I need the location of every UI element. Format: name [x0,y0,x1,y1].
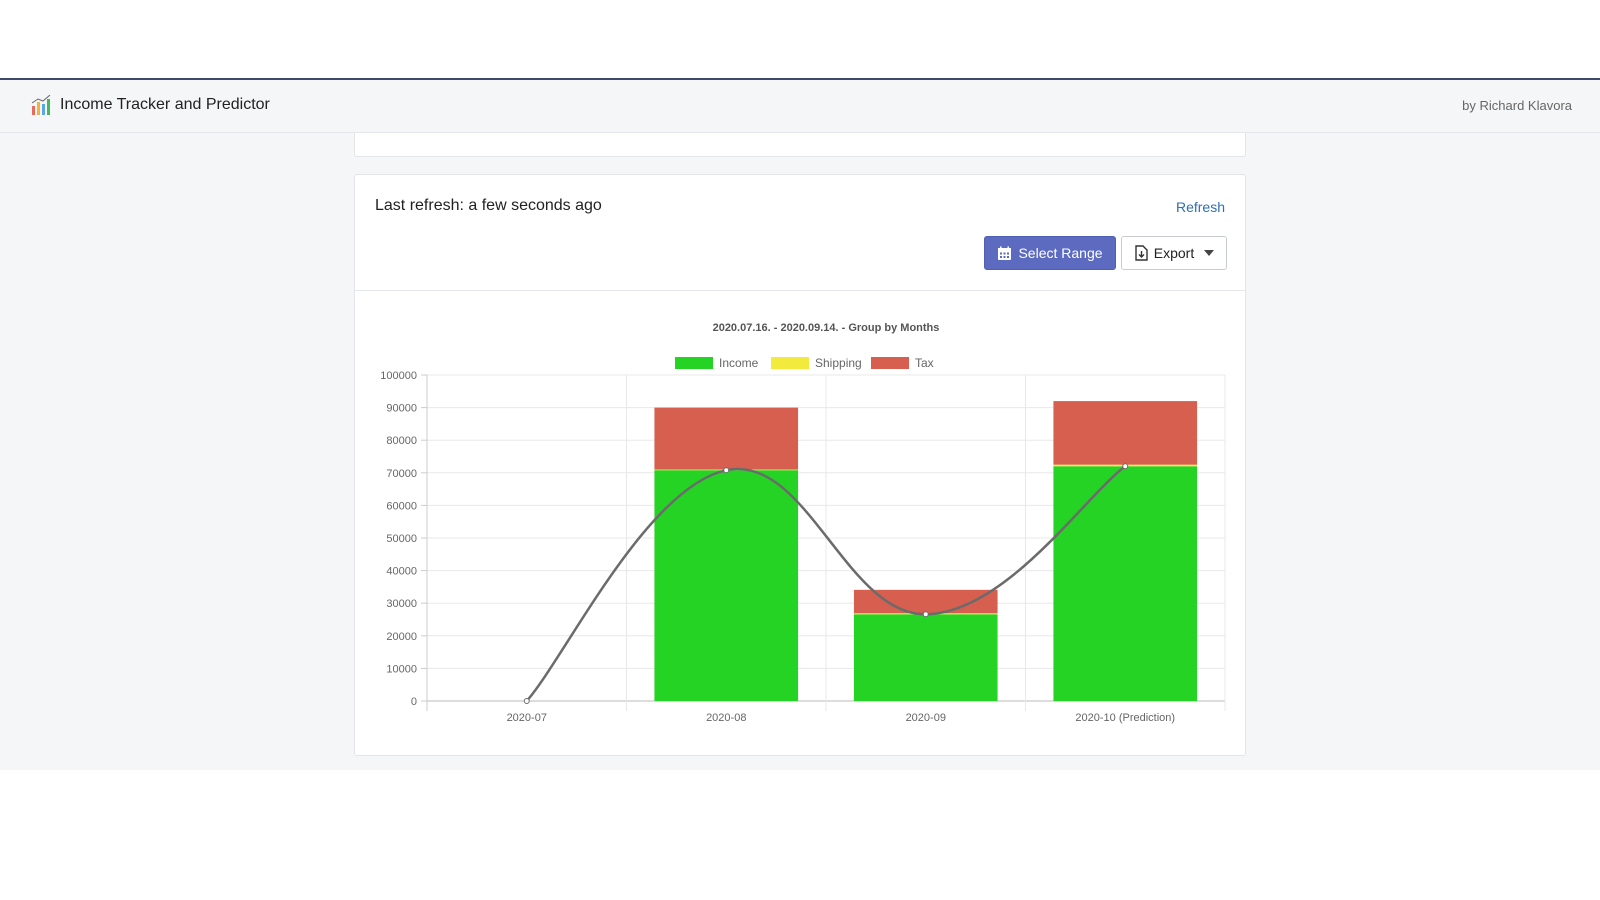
export-label: Export [1153,245,1195,261]
trend-point [922,611,929,618]
trend-line [525,465,1126,702]
x-tick-label: 2020-08 [706,712,746,724]
refresh-link[interactable]: Refresh [1175,199,1225,215]
bar-tax [654,407,799,470]
y-tick-label: 60000 [386,500,417,512]
x-tick-label: 2020-07 [507,712,547,724]
y-tick-label: 100000 [380,370,417,382]
calendar-icon [998,246,1012,260]
x-tick-label: 2020-09 [906,712,946,724]
legend-label-shipping: Shipping [815,356,862,370]
chevron-down-icon [1204,250,1215,256]
y-tick-label: 40000 [386,566,417,578]
page-bottom [0,770,1600,900]
export-file-icon [1135,245,1148,261]
chart-title: 2020.07.16. - 2020.09.14. - Group by Mon… [713,322,940,334]
select-range-label: Select Range [1018,245,1103,261]
chart-container: 2020.07.16. - 2020.09.14. - Group by Mon… [355,291,1245,755]
x-tick-label: 2020-10 (Prediction) [1075,712,1175,724]
app-area: Income Tracker and Predictor by Richard … [0,80,1600,770]
trend-point [723,467,730,474]
y-tick-label: 70000 [386,468,417,480]
y-tick-label: 80000 [386,435,417,447]
brand[interactable]: Income Tracker and Predictor [30,94,270,116]
legend-swatch-income [675,357,713,369]
last-refresh-text: Last refresh: a few seconds ago [375,197,602,214]
trend-point [1122,463,1129,470]
y-tick-label: 20000 [386,631,417,643]
chart-card: Last refresh: a few seconds ago Refresh [354,174,1246,756]
trend-point [523,698,530,704]
bar-tax [1053,401,1198,465]
previous-card [354,133,1246,157]
bar-income [654,470,799,701]
y-tick-label: 0 [411,696,417,708]
y-tick-label: 10000 [386,663,417,675]
legend-swatch-tax [871,357,909,369]
top-border [0,78,1600,80]
chart-logo-icon [31,94,51,115]
export-dropdown-button[interactable]: Export [1121,236,1227,270]
author-credit: by Richard Klavora [1462,98,1572,113]
card-header: Last refresh: a few seconds ago Refresh [355,175,1245,291]
y-tick-label: 50000 [386,533,417,545]
bar-income [1053,466,1198,701]
legend-label-tax: Tax [915,356,934,370]
bar-income [853,614,998,701]
select-range-button[interactable]: Select Range [984,236,1116,270]
legend-swatch-shipping [771,357,809,369]
app-title: Income Tracker and Predictor [60,96,270,113]
legend-label-income: Income [719,356,759,370]
y-tick-label: 90000 [386,403,417,415]
income-chart: 2020.07.16. - 2020.09.14. - Group by Mon… [380,322,1226,724]
navbar: Income Tracker and Predictor by Richard … [0,80,1600,133]
y-tick-label: 30000 [386,598,417,610]
